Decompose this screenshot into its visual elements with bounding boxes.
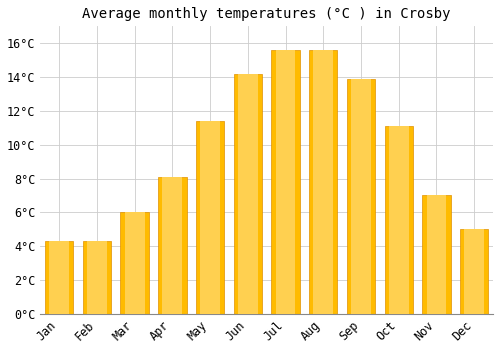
Bar <box>422 195 450 314</box>
Bar <box>162 177 182 314</box>
Bar <box>200 121 220 314</box>
Bar <box>347 79 375 314</box>
Bar <box>272 50 299 314</box>
Bar <box>87 241 107 314</box>
Bar <box>426 195 446 314</box>
Title: Average monthly temperatures (°C ) in Crosby: Average monthly temperatures (°C ) in Cr… <box>82 7 451 21</box>
Bar <box>238 74 258 314</box>
Bar <box>45 241 74 314</box>
Bar <box>158 177 186 314</box>
Bar <box>384 126 413 314</box>
Bar <box>314 50 333 314</box>
Bar <box>83 241 111 314</box>
Bar <box>389 126 408 314</box>
Bar <box>464 229 484 314</box>
Bar <box>50 241 69 314</box>
Bar <box>120 212 149 314</box>
Bar <box>196 121 224 314</box>
Bar <box>276 50 295 314</box>
Bar <box>124 212 144 314</box>
Bar <box>460 229 488 314</box>
Bar <box>309 50 338 314</box>
Bar <box>234 74 262 314</box>
Bar <box>351 79 371 314</box>
